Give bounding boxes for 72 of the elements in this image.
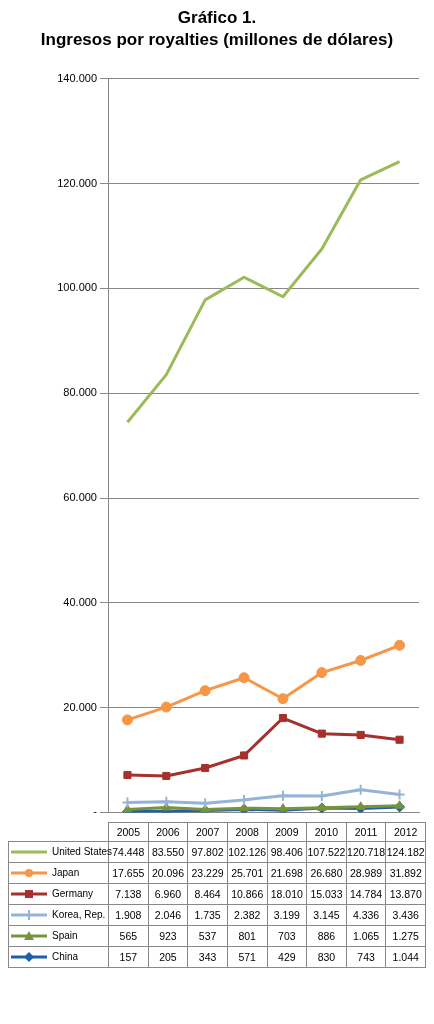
data-label: 565 (108, 925, 149, 947)
data-label: 6.960 (148, 883, 188, 905)
y-tick-label: 140.000 (57, 71, 97, 84)
data-label: 15.033 (306, 883, 347, 905)
x-tick-label: 2012 (385, 822, 426, 842)
y-tick-label: - (93, 805, 98, 818)
data-label: 25.701 (227, 862, 267, 884)
data-label: 74.448 (112, 846, 145, 858)
data-label: 571 (227, 946, 267, 968)
data-label: 98.406 (267, 841, 307, 863)
data-label: 3.436 (385, 904, 426, 926)
x-tick-label: 2007 (187, 822, 228, 842)
data-label: 7.138 (108, 883, 149, 905)
data-label: 26.680 (306, 862, 347, 884)
data-label: 17.655 (108, 862, 149, 884)
data-label: 21.698 (267, 862, 307, 884)
x-tick-label: 2010 (306, 822, 347, 842)
data-label: 10.866 (227, 883, 267, 905)
x-tick-label: 2008 (227, 822, 267, 842)
data-label: 1.275 (385, 925, 426, 947)
data-label: 31.892 (385, 862, 426, 884)
legend-label: Japan (52, 866, 80, 878)
data-label: 1.735 (187, 904, 228, 926)
legend-label: United States (52, 845, 113, 857)
data-label: 2.382 (227, 904, 267, 926)
data-label: 18.010 (267, 883, 307, 905)
x-tick-label: 2005 (108, 822, 149, 842)
x-tick-label: 2009 (267, 822, 307, 842)
legend-label: Korea, Rep. (52, 908, 106, 920)
data-label: 429 (267, 946, 307, 968)
x-tick-label: 2006 (148, 822, 188, 842)
data-label: 1.908 (108, 904, 149, 926)
data-label: 537 (187, 925, 228, 947)
data-label: 8.464 (187, 883, 228, 905)
y-tick-label: 40.000 (63, 595, 97, 608)
legend-label: China (52, 950, 79, 962)
legend-label: Germany (52, 887, 94, 899)
data-label: 102.126 (227, 841, 267, 863)
y-tick-label: 120.000 (57, 176, 97, 189)
data-label: 343 (187, 946, 228, 968)
data-label: 107.522 (306, 841, 347, 863)
data-label: 13.870 (385, 883, 426, 905)
data-label: 886 (306, 925, 347, 947)
data-label: 20.096 (148, 862, 188, 884)
data-label: 923 (148, 925, 188, 947)
data-label: 830 (306, 946, 347, 968)
data-label: 23.229 (187, 862, 228, 884)
data-label: 83.550 (148, 841, 188, 863)
chart-title: Gráfico 1. (177, 7, 257, 27)
data-label: 14.784 (346, 883, 386, 905)
chart-subtitle: Ingresos por royalties (millones de dólares) (40, 30, 394, 50)
data-label: 801 (227, 925, 267, 947)
data-label: 1.065 (346, 925, 386, 947)
y-tick-label: 80.000 (63, 386, 97, 399)
data-label: 3.199 (267, 904, 307, 926)
data-label: 743 (346, 946, 386, 968)
data-label: 4.336 (346, 904, 386, 926)
y-tick-label: 60.000 (63, 491, 97, 504)
data-label: 2.046 (148, 904, 188, 926)
data-label: 1.044 (385, 946, 426, 968)
data-label: 124.182 (385, 841, 426, 863)
data-label: 157 (108, 946, 149, 968)
legend-label: Spain (52, 929, 78, 941)
data-label: 120.718 (346, 841, 386, 863)
data-label: 97.802 (187, 841, 228, 863)
x-tick-label: 2011 (346, 822, 386, 842)
data-label: 28.989 (346, 862, 386, 884)
y-tick-label: 20.000 (63, 700, 97, 713)
data-label: 205 (148, 946, 188, 968)
data-label: 703 (267, 925, 307, 947)
data-label: 3.145 (306, 904, 347, 926)
y-tick-label: 100.000 (57, 281, 97, 294)
